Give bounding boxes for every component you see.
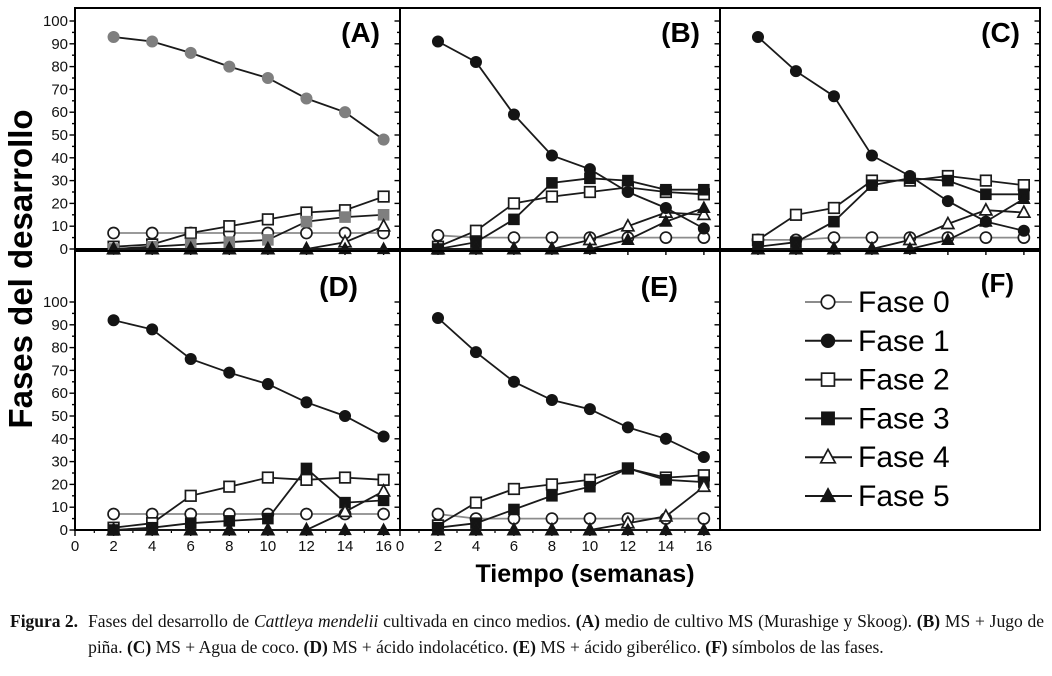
svg-text:20: 20 [51, 195, 68, 212]
legend-item-fase-5: Fase 5 [805, 480, 950, 513]
svg-text:12: 12 [298, 538, 315, 555]
panel-F: (F) Fase 0 Fase 1 Fase 2 Fase 3 Fase 4 Fase 5 [719, 250, 1041, 531]
y-axis-ticks-row0 [69, 20, 1040, 250]
svg-text:0: 0 [396, 538, 404, 555]
svg-text:12: 12 [620, 538, 637, 555]
legend-item-fase-4: Fase 4 [805, 441, 950, 474]
series-fase-1 [431, 35, 710, 235]
legend-item-fase-3: Fase 3 [805, 402, 950, 435]
panel-label-A: (A) [341, 17, 380, 48]
svg-text:50: 50 [51, 127, 68, 144]
y-tick-labels: 0 10 20 30 40 50 60 70 80 90 100 0 10 20 30 40 50 60 70 80 9… [43, 13, 68, 539]
svg-text:50: 50 [51, 408, 68, 425]
x-tick-labels: 0 2 4 6 8 10 12 14 16 0 2 4 6 8 10 12 14 16 [71, 538, 712, 555]
svg-text:90: 90 [51, 317, 68, 334]
svg-text:2: 2 [109, 538, 117, 555]
svg-text:14: 14 [658, 538, 675, 555]
svg-text:40: 40 [51, 150, 68, 167]
svg-text:8: 8 [548, 538, 556, 555]
panel-label-C: (C) [981, 17, 1020, 48]
series-fase-1 [107, 30, 390, 146]
svg-text:70: 70 [51, 81, 68, 98]
svg-text:10: 10 [51, 499, 68, 516]
panel-B: (B) [399, 7, 721, 255]
figure-caption-label: Figura 2. [10, 611, 79, 631]
svg-text:16: 16 [696, 538, 713, 555]
series-fase-1 [107, 314, 390, 443]
panel-label-E: (E) [641, 271, 678, 302]
svg-text:90: 90 [51, 36, 68, 53]
svg-text:40: 40 [51, 431, 68, 448]
legend-item-fase-1: Fase 1 [805, 325, 950, 358]
svg-text:10: 10 [260, 538, 277, 555]
svg-text:Fase 4: Fase 4 [858, 441, 950, 474]
svg-text:2: 2 [434, 538, 442, 555]
svg-text:20: 20 [51, 476, 68, 493]
panel-label-B: (B) [661, 17, 700, 48]
svg-text:16: 16 [375, 538, 392, 555]
series-fase-1 [751, 30, 1030, 237]
panel-label-F: (F) [981, 268, 1014, 298]
panel-C: (C) [719, 7, 1041, 255]
svg-text:14: 14 [337, 538, 354, 555]
svg-text:100: 100 [43, 13, 68, 30]
svg-text:80: 80 [51, 59, 68, 76]
series-fase-0 [107, 226, 390, 240]
svg-text:Fase 1: Fase 1 [858, 325, 950, 358]
y-axis-ticks-row1 [69, 301, 720, 531]
svg-text:70: 70 [51, 362, 68, 379]
svg-text:60: 60 [51, 385, 68, 402]
svg-text:Fase 3: Fase 3 [858, 402, 950, 435]
svg-text:30: 30 [51, 173, 68, 190]
panel-D: (D) [74, 250, 401, 536]
figure-caption-text: Fases del desarrollo de Cattleya mendeli… [88, 611, 1044, 658]
svg-text:4: 4 [148, 538, 156, 555]
svg-text:Fase 0: Fase 0 [858, 286, 950, 319]
panel-label-D: (D) [319, 271, 358, 302]
x-axis-title: Tiempo (semanas) [475, 560, 694, 588]
series-fase-1 [431, 311, 710, 464]
svg-text:4: 4 [472, 538, 480, 555]
svg-text:0: 0 [60, 241, 68, 258]
svg-text:8: 8 [225, 538, 233, 555]
svg-text:6: 6 [187, 538, 195, 555]
svg-text:80: 80 [51, 340, 68, 357]
svg-text:10: 10 [51, 218, 68, 235]
svg-text:60: 60 [51, 104, 68, 121]
panel-E: (E) [399, 250, 721, 536]
y-axis-title: Fases del desarrollo [2, 109, 39, 428]
svg-text:6: 6 [510, 538, 518, 555]
figure-2-chart: (A) (B) (C) (D) (E) (F) Fase 0 Fase 1 Fase 2 Fase… [2, 7, 1041, 588]
svg-text:0: 0 [71, 538, 79, 555]
panel-A: (A) [74, 7, 401, 255]
figure-caption: Figura 2. Fases del desarrollo de Cattle… [10, 608, 1044, 661]
svg-text:0: 0 [60, 522, 68, 539]
svg-text:10: 10 [582, 538, 599, 555]
series-fase-5 [106, 522, 391, 536]
svg-text:Fase 2: Fase 2 [858, 364, 950, 397]
svg-text:30: 30 [51, 454, 68, 471]
svg-text:100: 100 [43, 294, 68, 311]
series-fase-5 [431, 522, 711, 536]
svg-text:Fase 5: Fase 5 [858, 480, 950, 513]
legend-item-fase-2: Fase 2 [805, 364, 950, 397]
legend-item-fase-0: Fase 0 [805, 286, 950, 319]
